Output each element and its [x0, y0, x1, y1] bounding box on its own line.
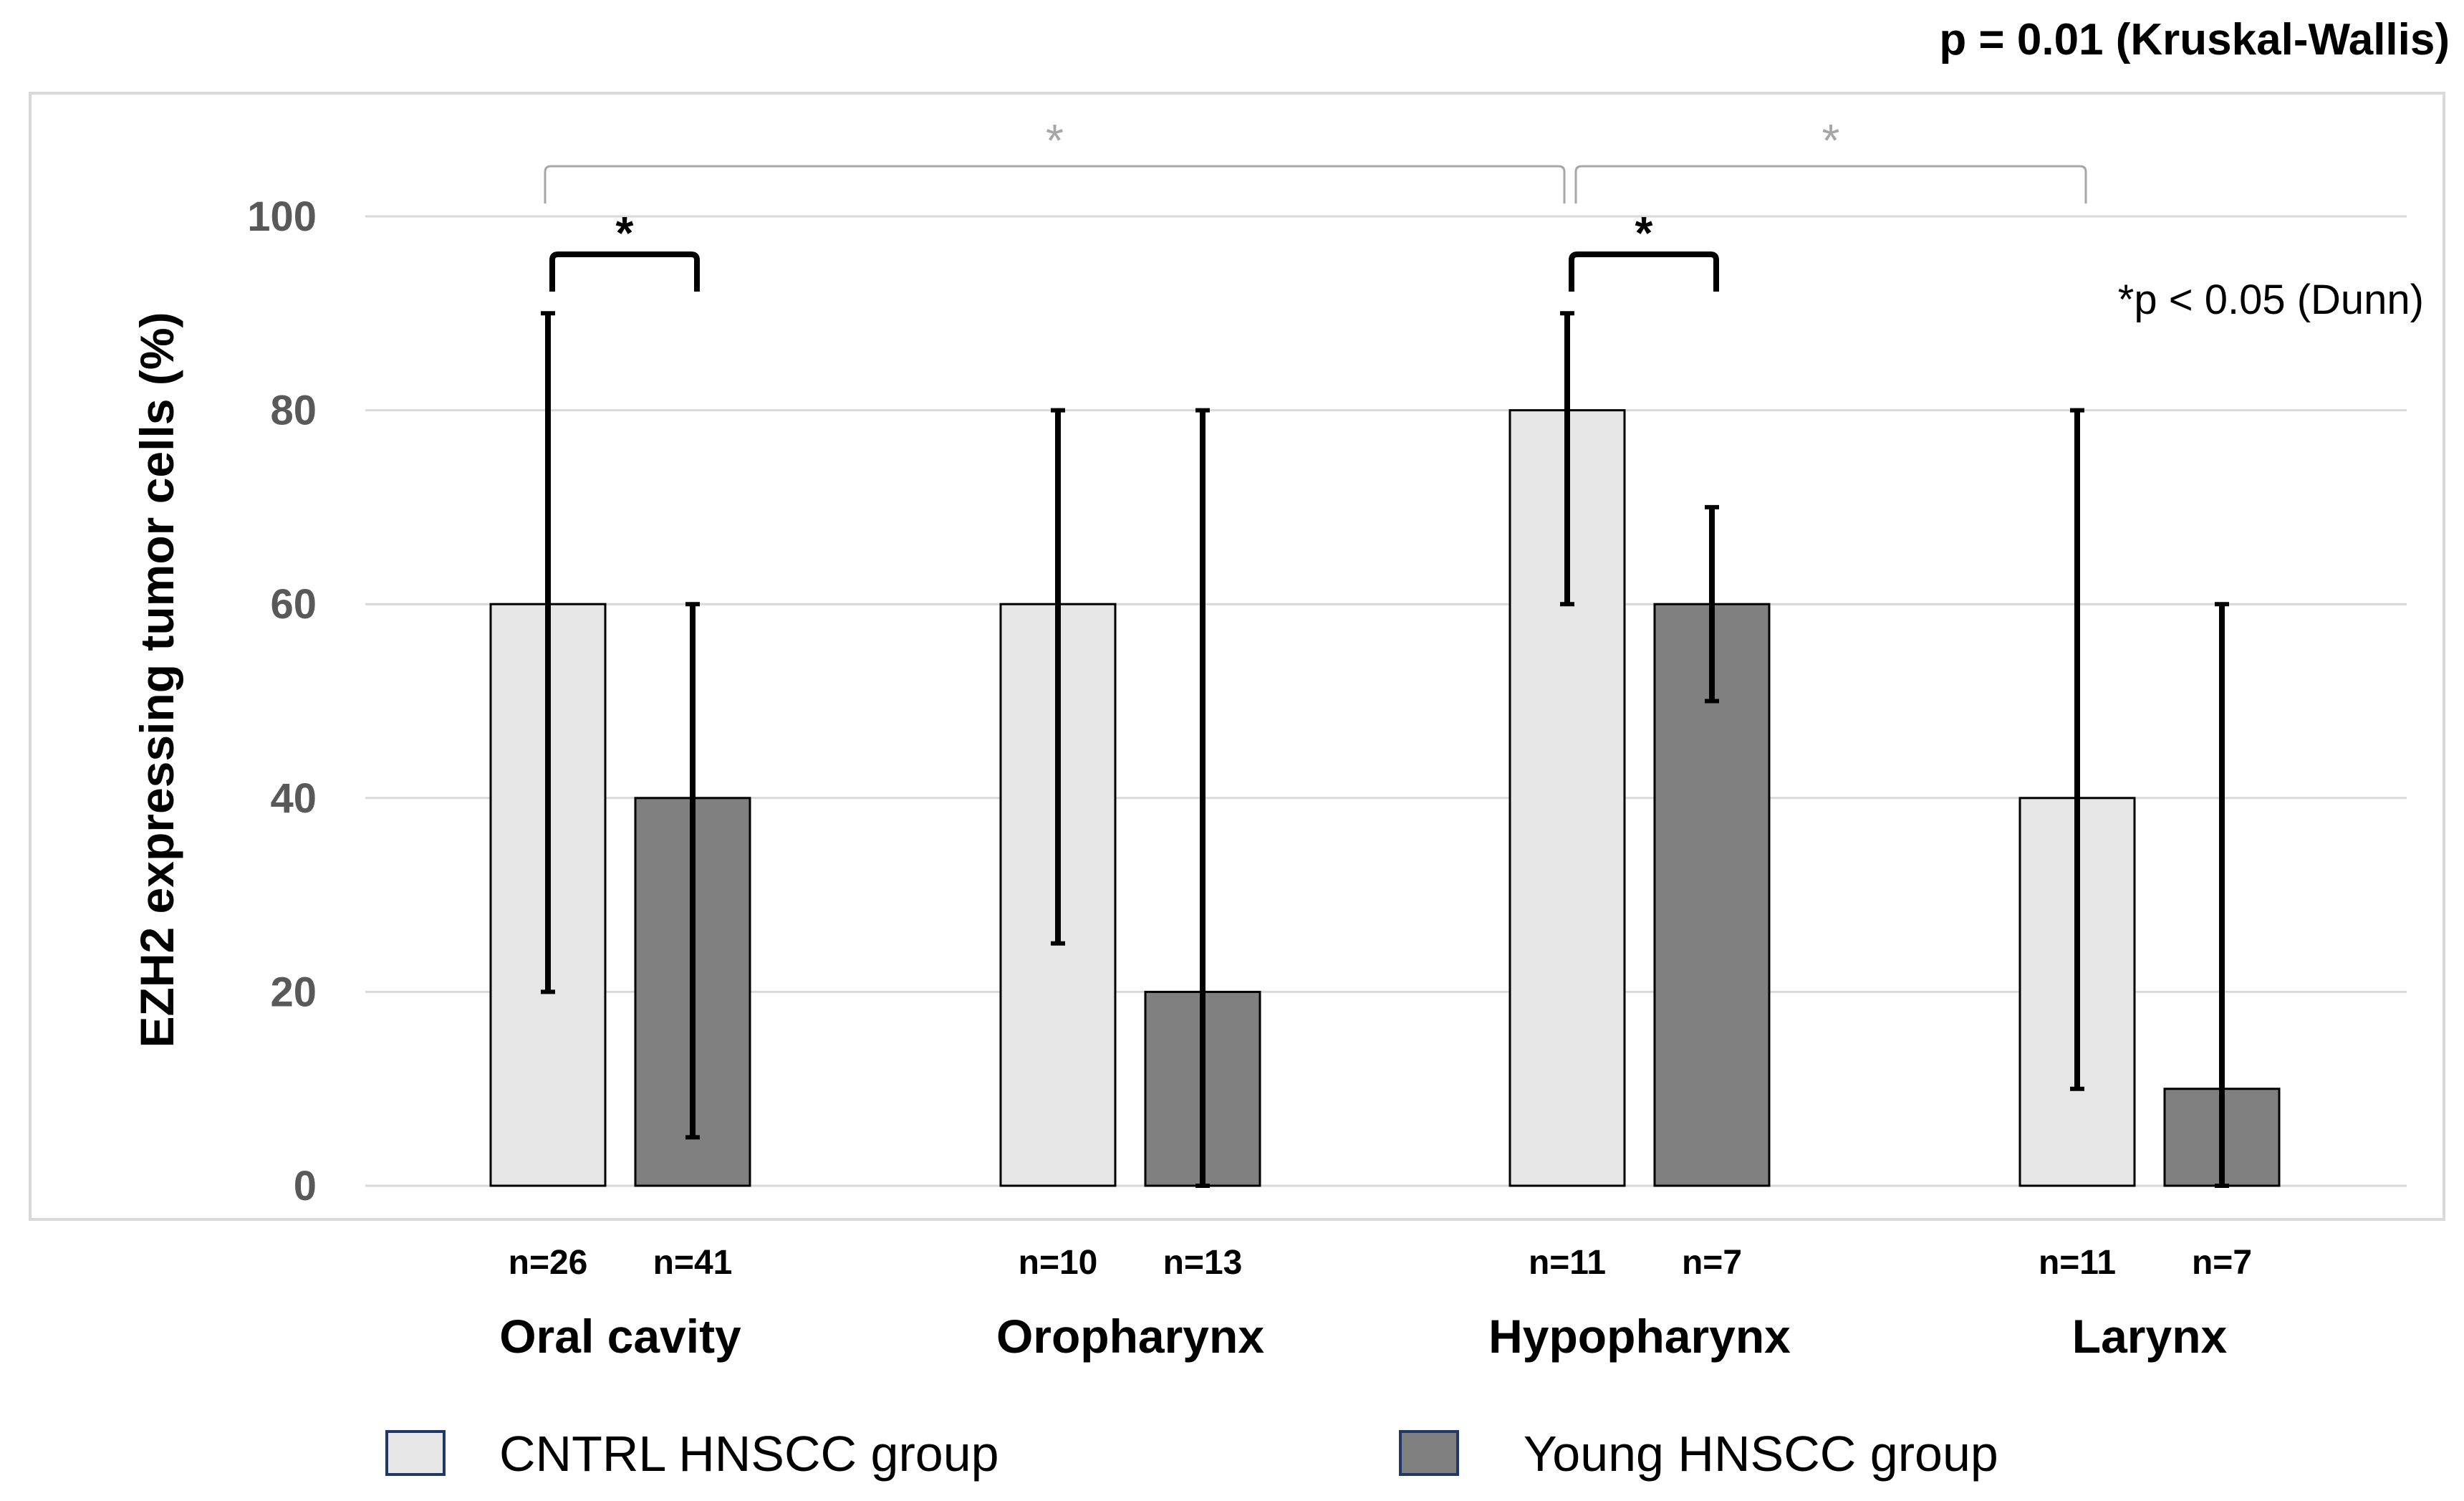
y-axis-label: EZH2 expressing tumor cells (%) [130, 312, 183, 1048]
y-tick-label: 0 [294, 1163, 317, 1209]
n-label: n=10 [1019, 1244, 1098, 1282]
n-label: n=7 [1682, 1244, 1742, 1282]
y-tick-label: 20 [270, 969, 317, 1015]
significance-star: * [1635, 207, 1653, 259]
bar [1508, 409, 1626, 1187]
category-label: Larynx [2072, 1310, 2228, 1363]
n-labels: n=26 n=41 n=10 n=13 n=11 n=7 n=11 n=7 [509, 1244, 2252, 1282]
category-labels: Oral cavity Oropharynx Hypopharynx Larynx [499, 1310, 2227, 1363]
error-bars [541, 311, 2229, 1188]
category-label: Hypopharynx [1488, 1310, 1791, 1363]
n-label: n=7 [2192, 1244, 2252, 1282]
n-label: n=41 [653, 1244, 733, 1282]
n-label: n=26 [509, 1244, 588, 1282]
y-tick-label: 100 [247, 193, 317, 240]
y-tick-label: 60 [270, 581, 317, 628]
n-label: n=11 [1529, 1244, 1606, 1282]
legend-swatch [1399, 1430, 1459, 1476]
y-tick-label: 40 [270, 775, 317, 822]
significance-bracket [549, 251, 700, 292]
dunn-annotation: *p < 0.05 (Dunn) [2118, 277, 2424, 323]
chart-title: p = 0.01 (Kruskal-Wallis) [1939, 15, 2450, 64]
significance-bracket [1569, 251, 1719, 292]
y-tick-label: 80 [270, 388, 317, 434]
significance-brackets: * * * * [544, 115, 2087, 292]
significance-bracket [1574, 165, 2087, 203]
legend-label: CNTRL HNSCC group [499, 1426, 999, 1482]
legend: CNTRL HNSCC group Young HNSCC group [385, 1426, 1998, 1482]
plot-frame [29, 92, 2445, 1221]
significance-star: * [1046, 115, 1064, 166]
category-label: Oropharynx [996, 1310, 1264, 1363]
n-label: n=11 [2039, 1244, 2116, 1282]
legend-label: Young HNSCC group [1524, 1426, 1998, 1482]
legend-swatch [385, 1430, 446, 1476]
significance-bracket [544, 165, 1566, 203]
significance-star: * [1822, 115, 1840, 166]
y-axis-ticks: 0 20 40 60 80 100 [247, 193, 317, 1209]
n-label: n=13 [1163, 1244, 1243, 1282]
significance-star: * [616, 207, 634, 259]
category-label: Oral cavity [499, 1310, 741, 1363]
